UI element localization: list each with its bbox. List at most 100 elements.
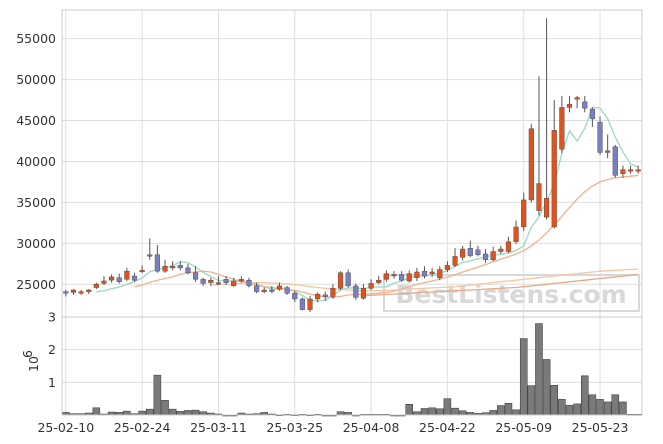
- candle-body: [139, 270, 145, 273]
- candle-body: [170, 266, 176, 269]
- date-tick-label: 25-03-11: [190, 420, 247, 435]
- candle-body: [231, 280, 237, 287]
- candle-body: [337, 272, 344, 289]
- candle-body: [551, 130, 557, 228]
- candle-body: [475, 249, 481, 255]
- volume-bar: [581, 375, 589, 416]
- candle-body: [505, 241, 512, 252]
- grid-lines: [62, 10, 642, 415]
- candle-body: [383, 273, 389, 280]
- candle-body: [414, 271, 420, 278]
- price-tick-label: 35000: [16, 195, 56, 210]
- volume-bar: [161, 400, 169, 416]
- volume-bar: [504, 402, 513, 416]
- volume-bar: [123, 410, 131, 416]
- candle-body: [635, 169, 641, 172]
- volume-bar: [619, 401, 627, 416]
- candle-body: [208, 279, 214, 283]
- volume-bar: [489, 410, 497, 416]
- candle-body: [93, 284, 99, 288]
- plot-frame: [61, 9, 643, 416]
- volume-bar: [596, 399, 604, 416]
- volume-exponent-power: 6: [20, 350, 35, 358]
- price-tick-label: 55000: [16, 31, 56, 46]
- date-tick-label: 25-04-22: [419, 420, 476, 435]
- candle-body: [322, 294, 328, 297]
- date-tick-label: 25-04-08: [343, 420, 400, 435]
- price-tick-label: 30000: [16, 236, 56, 251]
- volume-exponent-label: 10 6: [20, 350, 41, 372]
- moving-average-line: [210, 268, 639, 292]
- volume-bar: [519, 338, 528, 416]
- volume-bar: [527, 385, 536, 416]
- volume-bar: [603, 401, 612, 416]
- candle-body: [482, 253, 489, 260]
- candle-body: [345, 272, 351, 287]
- candle-body: [131, 275, 138, 281]
- date-tick-label: 25-05-09: [495, 420, 552, 435]
- volume-bar: [405, 403, 413, 416]
- candle-body: [246, 279, 252, 287]
- candle-body: [589, 108, 595, 120]
- candle-body: [101, 280, 107, 284]
- price-tick-label: 40000: [16, 154, 56, 169]
- candle-body: [421, 270, 428, 277]
- candle-body: [292, 293, 298, 300]
- candles: [63, 18, 641, 313]
- volume-bar: [420, 408, 429, 416]
- candle-body: [376, 279, 382, 283]
- volume-bar: [458, 410, 467, 416]
- candle-body: [620, 169, 626, 174]
- volume-exponent-base: 10: [26, 356, 41, 372]
- volume-bar: [443, 398, 452, 416]
- volume-bar: [535, 323, 543, 416]
- candle-body: [391, 274, 397, 277]
- volume-bar: [497, 405, 505, 416]
- candle-body: [254, 285, 260, 292]
- volume-bar: [138, 410, 146, 416]
- volume-bar: [542, 359, 551, 416]
- volume-bar: [558, 399, 566, 416]
- moving-average-line: [363, 273, 639, 297]
- candle-body: [437, 269, 443, 278]
- candle-body: [360, 288, 367, 299]
- candle-body: [223, 279, 229, 283]
- volume-bar: [153, 374, 162, 416]
- candle-body: [559, 107, 565, 150]
- volume-bar: [611, 394, 620, 416]
- candle-body: [605, 150, 611, 153]
- candle-body: [238, 279, 244, 282]
- candle-body: [597, 121, 603, 153]
- volume-tick-label: 3: [48, 310, 56, 325]
- candle-body: [399, 274, 405, 281]
- watermark-text: BestListens.com: [395, 280, 626, 309]
- plot-border: [61, 9, 643, 416]
- candle-body: [452, 256, 458, 266]
- date-tick-label: 25-05-23: [572, 420, 629, 435]
- price-tick-label: 45000: [16, 113, 56, 128]
- candle-body: [162, 266, 168, 272]
- candle-body: [192, 272, 199, 280]
- candle-body: [269, 289, 275, 292]
- date-tick-label: 25-03-25: [266, 420, 323, 435]
- candle-body: [536, 183, 542, 211]
- candle-body: [444, 265, 450, 270]
- candle-body: [86, 289, 92, 292]
- price-tick-label: 50000: [16, 72, 56, 87]
- volume-bar: [146, 408, 154, 416]
- volume-bar: [573, 403, 581, 416]
- candle-body: [513, 226, 519, 242]
- candle-body: [582, 101, 588, 109]
- candle-body: [566, 103, 573, 108]
- candle-body: [498, 248, 504, 252]
- candle-body: [215, 282, 222, 285]
- candle-body: [78, 291, 84, 294]
- candle-body: [627, 169, 634, 172]
- volume-bar: [565, 404, 574, 416]
- candle-body: [154, 254, 160, 272]
- candle-body: [315, 293, 321, 300]
- volume-bar: [512, 409, 520, 416]
- volume-bar: [176, 411, 185, 416]
